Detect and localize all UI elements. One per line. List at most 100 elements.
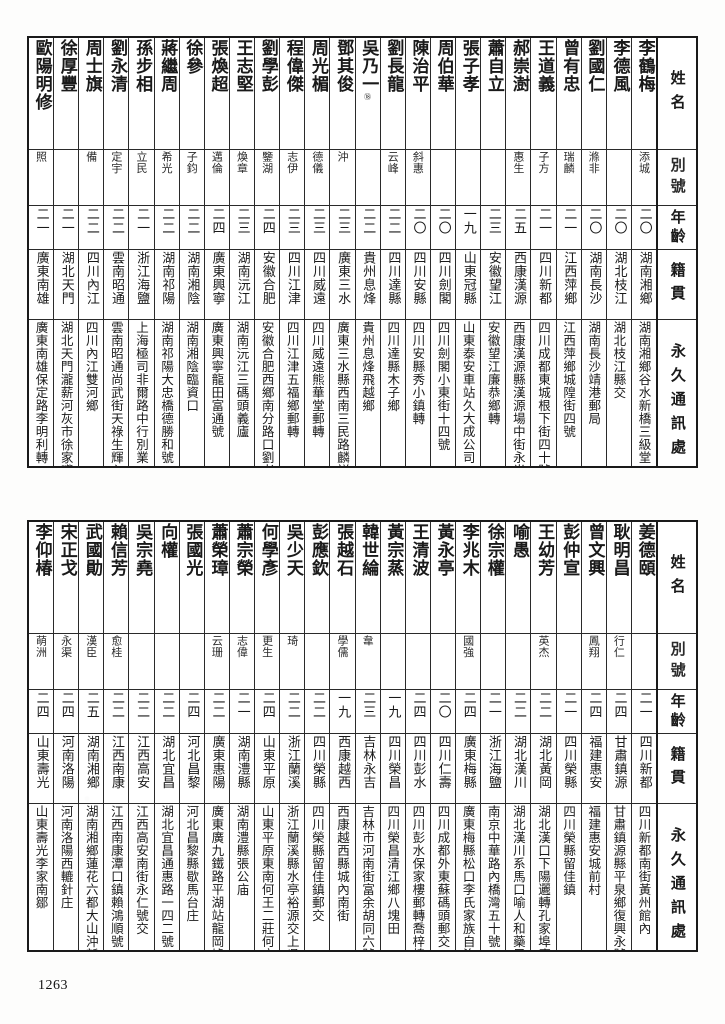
entry-address: 江西萍鄉城隍街四號 (561, 321, 577, 438)
entry-age: 二四 (410, 691, 426, 719)
name-wrapper: 周士旗 (82, 39, 102, 149)
roster-entry-column: 劉學彭 鑒湖 二四 安徽合肥 安徽合肥西鄉南分路口劉老圩 (254, 38, 280, 466)
roster-entry-column: 孫步相 立民 二一 浙江海鹽 上海極司非爾路中行別業一號 (128, 38, 154, 466)
roster-entry-column: 郝崇澍 惠生 二五 西康漢源 西康漢源縣漢源場中街永半 (505, 38, 531, 466)
cell-origin: 山東壽光 (28, 734, 53, 804)
entry-origin: 湖北黃岡 (536, 735, 552, 789)
entry-name: 徐厚豐 (56, 39, 77, 93)
name-wrapper: 張國光 (182, 523, 202, 633)
cell-alias: 學儒 (330, 634, 355, 690)
cell-origin: 江西萍鄉 (556, 250, 581, 320)
entry-age: 一九 (460, 207, 476, 235)
cell-name: 歐陽明修 (28, 38, 53, 150)
entry-origin: 浙江蘭溪 (284, 735, 300, 789)
cell-name: 周伯華 (430, 38, 455, 150)
cell-origin: 四川榮縣 (305, 734, 330, 804)
roster-entry-column: 耿明昌 行仁 二四 甘肅鎮源 甘肅鎮源縣平泉鄉復興永號交 (605, 522, 631, 950)
entry-name: 韓世綸 (358, 523, 379, 577)
cell-age: 二三 (305, 206, 330, 250)
entry-name: 周伯華 (433, 39, 454, 93)
cell-address: 貴州息烽飛越鄉 (356, 320, 380, 466)
cell-alias (405, 634, 430, 690)
cell-age: 二四 (255, 690, 280, 734)
cell-address: 湖北天門瀧薪河灰市徐家嘴 (54, 320, 78, 466)
entry-origin: 四川威遠 (309, 251, 325, 305)
name-wrapper: 王幼芳 (534, 523, 554, 633)
entry-age: 二〇 (435, 207, 451, 235)
cell-address: 廣東興寧龍田富通號 (205, 320, 229, 466)
entry-address: 甘肅鎮源縣平泉鄉復興永號交 (611, 805, 627, 950)
entry-origin: 山東平原 (259, 735, 275, 789)
entry-name: 劉長龍 (383, 39, 404, 93)
entry-name: 賴信芳 (106, 523, 127, 577)
entry-address: 河北昌黎縣歇馬台庄 (184, 805, 200, 922)
cell-address: 江西萍鄉城隍街四號 (557, 320, 581, 466)
entry-alias: 琦 (285, 635, 299, 647)
entry-alias: 惠生 (511, 151, 525, 174)
name-wrapper: 彭仲宣 (559, 523, 579, 633)
row-header-origin: 籍貫 (658, 734, 696, 804)
entry-origin: 四川榮昌 (385, 735, 401, 789)
roster-entry-column: 曾文興 鳳翔 二四 福建惠安 福建惠安城前村 (580, 522, 606, 950)
entry-age: 二一 (134, 207, 150, 235)
cell-address: 西康漢源縣漢源場中街永半 (506, 320, 530, 466)
roster-entry-column: 周士旗備二二 四川內江 四川內江雙河鄉 (78, 38, 104, 466)
entry-name: 何學彥 (257, 523, 278, 577)
cell-name: 李仰椿 (28, 522, 53, 634)
entry-address: 雲南昭通尚武街天祿生輝內交 (108, 321, 124, 466)
roster-entry-column: 彭仲宣 二一 四川榮縣 四川榮縣留佳鎮 (555, 522, 581, 950)
cell-name: 賴信芳 (104, 522, 129, 634)
cell-name: 王志堅 (229, 38, 254, 150)
entry-address: 廣東南雄保定路李明利轉 (33, 321, 49, 464)
entry-age: 二四 (611, 691, 627, 719)
cell-name: 向權 (154, 522, 179, 634)
cell-name: 蕭宗榮 (229, 522, 254, 634)
cell-age: 二一 (556, 690, 581, 734)
cell-name: 曾有忠 (556, 38, 581, 150)
cell-alias: 漢臣 (79, 634, 104, 690)
cell-age: 二二 (204, 690, 229, 734)
cell-age: 二三 (330, 206, 355, 250)
cell-alias: 照 (28, 150, 53, 206)
entry-alias: 鑒湖 (260, 151, 274, 174)
cell-origin: 四川安縣 (405, 250, 430, 320)
cell-alias (179, 634, 204, 690)
entry-alias: 沖 (336, 151, 350, 163)
entry-address: 湖南湘鄉蓮花六都大山沖新塘坵 (83, 805, 99, 950)
cell-age: 二二 (380, 206, 405, 250)
entry-address: 四川彭水保家樓郵轉喬梓槐薗山莊 (410, 805, 426, 950)
entry-alias: 子方 (537, 151, 551, 174)
entry-name: 李鶴梅 (634, 39, 655, 93)
entry-age: 二一 (234, 691, 250, 719)
row-header-label: 永久通訊處 (668, 826, 687, 947)
cell-name: 吳少天 (280, 522, 305, 634)
entry-age: 二二 (209, 691, 225, 719)
cell-origin: 廣東梅縣 (456, 734, 481, 804)
cell-name: 張煥超 (204, 38, 229, 150)
entry-age: 二四 (33, 691, 49, 719)
entry-origin: 廣東梅縣 (460, 735, 476, 789)
entry-name: 王志堅 (232, 39, 253, 93)
roster-entry-column: 喻愚 二二 湖北漢川 湖北漢川系馬口喻人和藥局轉喻瑞璋收轉 (505, 522, 531, 950)
entry-origin: 四川新都 (636, 735, 652, 789)
entry-alias: 云珊 (210, 635, 224, 658)
cell-name: 周士旗 (79, 38, 104, 150)
roster-entry-column: 韓世綸韋二三 吉林永吉 吉林市河南街富余胡同六號 (354, 522, 380, 950)
entry-name: 孫步相 (132, 39, 153, 93)
cell-alias (481, 150, 506, 206)
entry-name: 姜德頤 (634, 523, 655, 577)
entry-age: 一九 (335, 691, 351, 719)
entry-address: 廣東梅縣松口李氏家族自治會轉 (460, 805, 476, 950)
cell-origin: 四川內江 (79, 250, 104, 320)
roster-entry-column: 李兆木 國強 二四 廣東梅縣 廣東梅縣松口李氏家族自治會轉 (455, 522, 481, 950)
cell-age: 二四 (456, 690, 481, 734)
cell-age: 二〇 (430, 206, 455, 250)
entry-address: 江西南康潭口鎮賴鴻順號 (108, 805, 124, 948)
entry-name: 張煥超 (207, 39, 228, 93)
cell-origin: 廣東南雄 (28, 250, 53, 320)
cell-name: 徐宗權 (481, 522, 506, 634)
entry-name: 蕭自立 (483, 39, 504, 93)
entry-age: 二三 (284, 207, 300, 235)
cell-address: 湖北宜昌通惠路一四二號 (155, 804, 179, 950)
entry-alias: 鳳翔 (587, 635, 601, 658)
